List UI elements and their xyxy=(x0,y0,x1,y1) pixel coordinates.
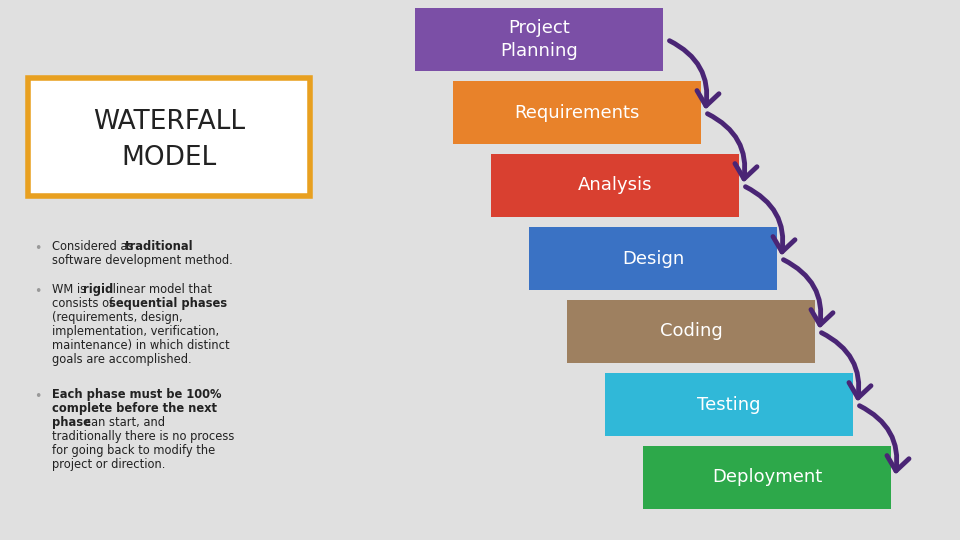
FancyArrowPatch shape xyxy=(859,406,909,471)
Text: can start, and: can start, and xyxy=(81,416,165,429)
Text: phase: phase xyxy=(52,416,91,429)
Text: Design: Design xyxy=(622,249,684,267)
Text: complete before the next: complete before the next xyxy=(52,402,217,415)
Text: •: • xyxy=(35,285,41,298)
Text: goals are accomplished.: goals are accomplished. xyxy=(52,353,192,366)
FancyArrowPatch shape xyxy=(708,114,757,179)
Text: •: • xyxy=(35,242,41,255)
Text: •: • xyxy=(35,390,41,403)
Text: WATERFALL
MODEL: WATERFALL MODEL xyxy=(93,109,245,171)
FancyBboxPatch shape xyxy=(453,81,701,144)
Text: implementation, verification,: implementation, verification, xyxy=(52,325,219,338)
Text: rigid: rigid xyxy=(83,283,113,296)
FancyArrowPatch shape xyxy=(746,187,795,252)
FancyArrowPatch shape xyxy=(822,333,871,398)
FancyBboxPatch shape xyxy=(529,227,777,290)
Text: Coding: Coding xyxy=(660,322,722,341)
Text: Deployment: Deployment xyxy=(712,469,822,487)
FancyBboxPatch shape xyxy=(28,78,310,196)
Text: Requirements: Requirements xyxy=(515,104,639,122)
Text: WM is: WM is xyxy=(52,283,89,296)
Text: maintenance) in which distinct: maintenance) in which distinct xyxy=(52,339,229,352)
FancyBboxPatch shape xyxy=(491,154,739,217)
Text: Considered as: Considered as xyxy=(52,240,137,253)
Text: linear model that: linear model that xyxy=(109,283,212,296)
Text: software development method.: software development method. xyxy=(52,254,232,267)
FancyBboxPatch shape xyxy=(605,373,853,436)
Text: sequential phases: sequential phases xyxy=(109,297,228,310)
Text: for going back to modify the: for going back to modify the xyxy=(52,444,215,457)
Text: (requirements, design,: (requirements, design, xyxy=(52,311,182,324)
FancyArrowPatch shape xyxy=(669,40,719,106)
Text: consists of: consists of xyxy=(52,297,117,310)
Text: Testing: Testing xyxy=(697,395,760,414)
Text: Analysis: Analysis xyxy=(578,177,652,194)
Text: traditional: traditional xyxy=(125,240,194,253)
Text: Project
Planning: Project Planning xyxy=(500,19,578,59)
FancyBboxPatch shape xyxy=(567,300,815,363)
FancyBboxPatch shape xyxy=(643,446,891,509)
Text: traditionally there is no process: traditionally there is no process xyxy=(52,430,234,443)
Text: project or direction.: project or direction. xyxy=(52,458,165,471)
FancyBboxPatch shape xyxy=(415,8,663,71)
Text: Each phase must be 100%: Each phase must be 100% xyxy=(52,388,222,401)
FancyArrowPatch shape xyxy=(783,260,833,325)
